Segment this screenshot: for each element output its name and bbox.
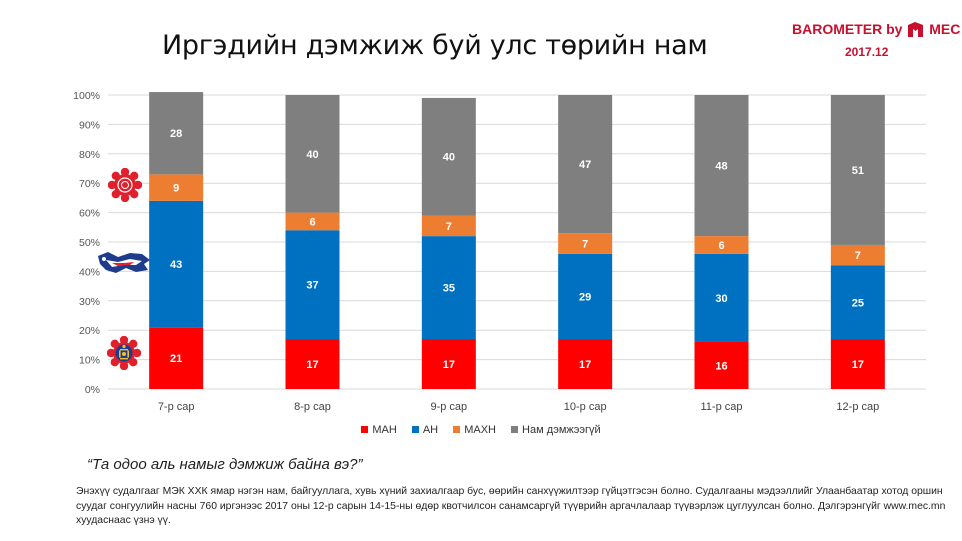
data-label: 35: [443, 283, 455, 295]
y-tick-label: 10%: [79, 355, 100, 367]
x-tick-label: 8-р сар: [294, 401, 331, 413]
data-label: 17: [306, 359, 318, 371]
brand-logo: BAROMETER by MEC: [792, 21, 960, 37]
data-label: 9: [173, 183, 179, 195]
y-tick-label: 70%: [79, 178, 100, 190]
data-label: 21: [170, 353, 182, 365]
data-label: 47: [579, 159, 591, 171]
legend-label: АН: [422, 424, 439, 436]
legend-label: МАН: [372, 424, 397, 436]
bar-segment: [421, 236, 476, 340]
y-tick-label: 0%: [85, 384, 100, 396]
x-tick-label: 12-р сар: [836, 401, 879, 413]
bar-segment: [830, 95, 885, 245]
data-label: 17: [852, 359, 864, 371]
y-tick-label: 30%: [79, 296, 100, 308]
bar-segment: [694, 95, 749, 237]
legend-item-an: АН: [411, 424, 439, 436]
data-label: 37: [306, 280, 318, 292]
y-tick-label: 100%: [73, 90, 100, 102]
bar-segment: [421, 215, 476, 237]
legend-swatch: [511, 426, 519, 433]
bar-segment: [830, 265, 885, 340]
bar-segment: [285, 339, 340, 389]
bar-segment: [830, 339, 885, 389]
y-tick-label: 20%: [79, 325, 100, 337]
y-tick-label: 60%: [79, 208, 100, 220]
legend-swatch: [361, 426, 369, 433]
bar-segment: [558, 253, 613, 340]
footnote: Энэхүү судалгааг МЭК ХХК ямар нэгэн нам,…: [76, 486, 946, 526]
bar-segment: [421, 97, 476, 216]
data-label: 6: [718, 240, 724, 252]
legend-item-man: МАН: [361, 424, 397, 436]
data-label: 6: [309, 216, 315, 228]
data-label: 7: [855, 250, 861, 262]
x-tick-label: 11-р сар: [701, 401, 743, 413]
rose-emblem-icon: [108, 168, 142, 202]
y-tick-label: 40%: [79, 266, 100, 278]
bar-segment: [149, 200, 204, 328]
data-label: 7: [446, 221, 452, 233]
x-tick-label: 10-р сар: [564, 401, 607, 413]
bar-segment: [285, 230, 340, 340]
chart-title: Иргэдийн дэмжиж буй улс төрийн нам: [162, 30, 708, 61]
mec-logo-icon: [908, 22, 924, 37]
bar-segment: [149, 174, 204, 201]
bar-segment: [558, 233, 613, 254]
bar-segment: [694, 341, 749, 389]
data-label: 51: [852, 165, 864, 177]
data-label: 43: [170, 259, 182, 271]
bar-segment: [149, 92, 204, 175]
brand-text: BAROMETER by: [792, 21, 903, 37]
legend-item-makhn: МАХН: [453, 424, 496, 436]
data-label: 29: [579, 291, 591, 303]
x-tick-label: 7-р сар: [158, 401, 195, 413]
bar-segment: [149, 327, 204, 389]
bar-segment: [558, 339, 613, 389]
brand-date: 2017.12: [845, 45, 889, 59]
data-label: 48: [715, 161, 727, 173]
data-label: 17: [579, 359, 591, 371]
legend-item-none: Нам дэмжээгүй: [511, 424, 601, 436]
bar-segment: [694, 253, 749, 342]
bar-segment: [558, 95, 613, 234]
y-tick-label: 90%: [79, 119, 100, 131]
stacked-bar-chart: 0% 10% 20% 30% 40% 50% 60% 70% 80% 90% 100% 21 43 9 28…: [73, 90, 926, 413]
bar-segment: [421, 339, 476, 389]
data-label: 40: [306, 149, 318, 161]
legend-label: МАХН: [464, 424, 496, 436]
brand-mec: MEC: [929, 21, 961, 37]
data-label: 30: [715, 293, 727, 305]
survey-question: “Та одоо аль намыг дэмжиж байна вэ?”: [87, 456, 363, 473]
data-label: 25: [852, 297, 864, 309]
bar-segment: [694, 236, 749, 254]
bar-segment: [830, 244, 885, 266]
data-label: 28: [170, 128, 182, 140]
chart-legend: МАН АН МАХН Нам дэмжээгүй: [0, 424, 962, 436]
y-tick-label: 80%: [79, 149, 100, 161]
bar-segment: [285, 212, 340, 231]
soyombo-emblem-icon: [107, 336, 141, 370]
legend-label: Нам дэмжээгүй: [522, 424, 601, 436]
party-flag-icon: [98, 252, 150, 273]
bar-segment: [285, 95, 340, 213]
y-tick-label: 50%: [79, 237, 100, 249]
legend-swatch: [453, 426, 461, 433]
data-label: 40: [443, 152, 455, 164]
data-label: 16: [715, 360, 727, 372]
x-tick-label: 9-р сар: [430, 401, 467, 413]
data-label: 7: [582, 238, 588, 250]
data-label: 17: [443, 359, 455, 371]
legend-swatch: [411, 426, 419, 433]
